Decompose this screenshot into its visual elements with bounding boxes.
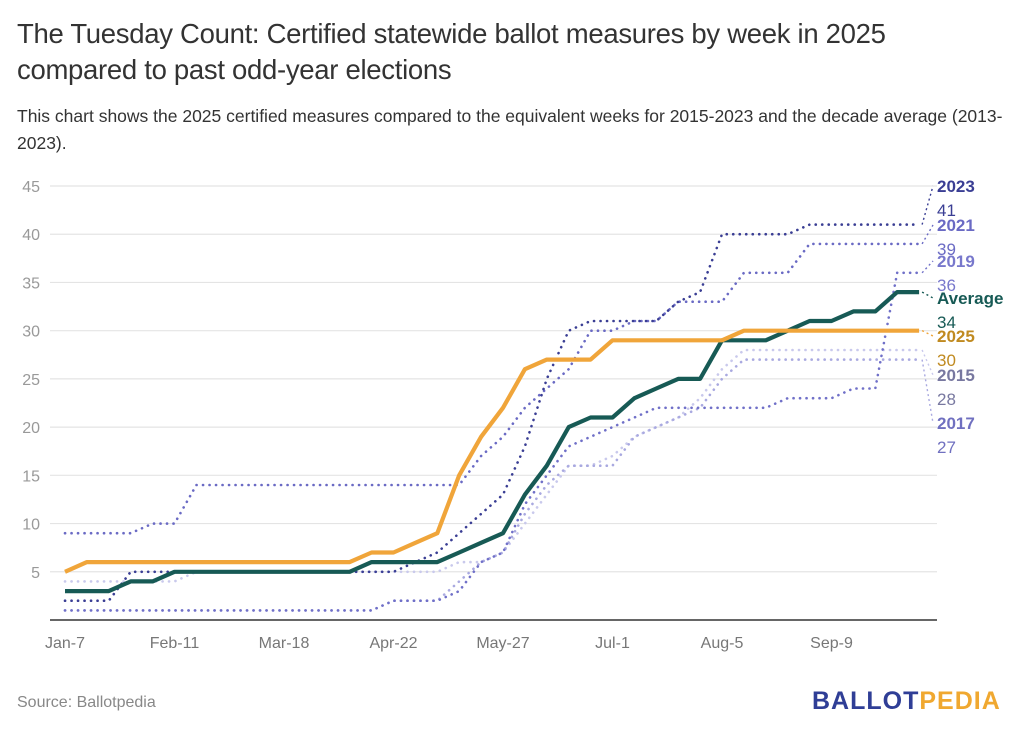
logo-part-pedia: PEDIA — [919, 687, 1001, 715]
end-label-value: 34 — [937, 313, 956, 332]
series-line-2025 — [64, 328, 920, 574]
x-tick-label: May-27 — [476, 635, 529, 652]
label-connector-average — [921, 291, 934, 299]
series-line-2021 — [63, 242, 921, 535]
source-note: Source: Ballotpedia — [17, 694, 156, 711]
end-label-value: 41 — [937, 201, 956, 220]
end-label-name: 2021 — [937, 216, 975, 235]
end-label-value: 27 — [937, 438, 956, 457]
end-label-name: Average — [937, 289, 1003, 308]
x-tick-label: Sep-9 — [810, 635, 853, 652]
x-tick-label: Mar-18 — [259, 635, 310, 652]
end-label-value: 39 — [937, 240, 956, 259]
label-connector-2019 — [921, 260, 934, 274]
end-label-name: 2023 — [937, 177, 975, 196]
end-label-value: 28 — [937, 390, 956, 409]
label-connector-2021 — [921, 224, 934, 245]
chart-title: The Tuesday Count: Certified statewide b… — [17, 18, 886, 85]
x-tick-label: Feb-11 — [150, 635, 200, 652]
series-lines — [63, 185, 934, 612]
end-label-name: 2019 — [937, 252, 975, 271]
label-connector-2025 — [921, 330, 934, 337]
x-tick-label: Apr-22 — [369, 635, 417, 652]
series-line-average — [65, 290, 920, 594]
series-line-2019 — [63, 271, 921, 612]
end-label-name: 2017 — [937, 414, 975, 433]
chart-subtitle: This chart shows the 2025 certified meas… — [17, 106, 1003, 153]
y-tick-label: 10 — [22, 517, 40, 534]
y-tick-label: 30 — [22, 324, 40, 341]
y-tick-label: 15 — [22, 468, 40, 485]
y-tick-label: 35 — [22, 275, 40, 292]
end-label-name: 2025 — [937, 327, 975, 346]
x-tick-label: Jan-7 — [45, 635, 85, 652]
series-line-2023 — [63, 223, 921, 603]
y-tick-label: 40 — [22, 227, 40, 244]
y-axis-ticks: 5 10 15 20 25 30 35 40 45 — [22, 179, 40, 582]
x-tick-label: Aug-5 — [701, 635, 744, 652]
end-label-value: 30 — [937, 351, 956, 370]
y-tick-label: 20 — [22, 420, 40, 437]
ballotpedia-logo: BALLOTPEDIA — [812, 687, 1001, 716]
label-connector-2023 — [921, 185, 934, 225]
y-tick-label: 45 — [22, 179, 40, 196]
series-line-2015 — [63, 348, 921, 583]
logo-part-ballot: BALLOT — [812, 687, 920, 715]
y-tick-label: 5 — [31, 565, 40, 582]
end-label-value: 36 — [937, 276, 956, 295]
end-label-name: 2015 — [937, 366, 975, 385]
x-tick-label: Jul-1 — [595, 635, 630, 652]
y-tick-label: 25 — [22, 372, 40, 389]
x-axis-ticks: Jan-7 Feb-11 Mar-18 Apr-22 May-27 Jul-1 Aug-5 S… — [45, 635, 853, 652]
label-connector-2017 — [921, 359, 934, 424]
gridlines — [50, 185, 937, 573]
